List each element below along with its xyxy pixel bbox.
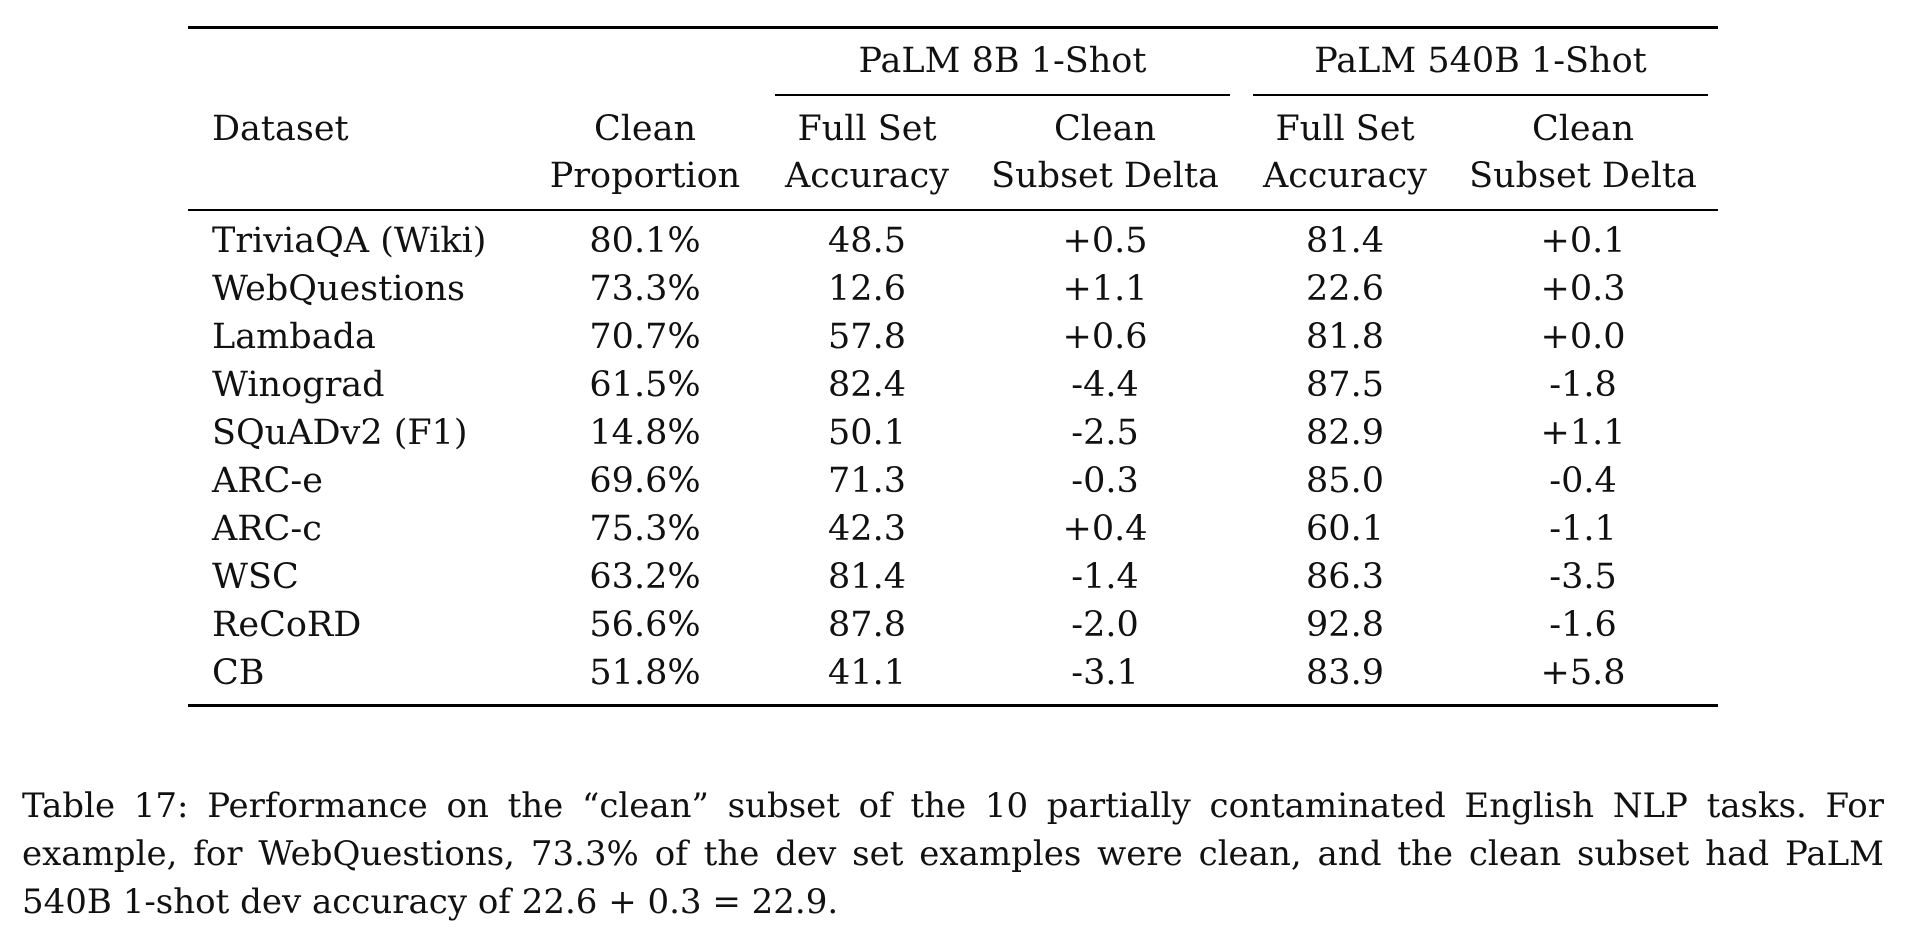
column-header-8b-clean-delta-line2: Subset Delta [991,156,1219,196]
table-cell-dataset: TriviaQA (Wiki) [212,221,487,261]
table-cell-8b-delta: +0.5 [1062,221,1148,261]
table-cell-540b-accuracy: 22.6 [1306,269,1384,309]
table-cell-8b-delta: -4.4 [1071,365,1139,405]
table-cell-540b-accuracy: 86.3 [1306,557,1384,597]
table-cell-clean-proportion: 69.6% [589,461,701,501]
table-cell-540b-delta: -0.4 [1549,461,1617,501]
table-cell-clean-proportion: 51.8% [589,653,701,693]
table-cell-540b-delta: +0.0 [1540,317,1626,357]
table-cell-clean-proportion: 80.1% [589,221,701,261]
table-cell-540b-delta: -1.6 [1549,605,1617,645]
column-header-dataset: Dataset [212,109,349,149]
group-rule-palm-540b [1253,94,1708,96]
table-cell-8b-accuracy: 42.3 [828,509,906,549]
table-cell-8b-delta: +0.4 [1062,509,1148,549]
table-cell-dataset: WebQuestions [212,269,465,309]
table-cell-dataset: SQuADv2 (F1) [212,413,468,453]
column-header-540b-clean-delta-line1: Clean [1531,109,1635,149]
table-cell-clean-proportion: 56.6% [589,605,701,645]
column-header-540b-full-set-line2: Accuracy [1263,156,1427,196]
table-cell-dataset: ARC-e [212,461,323,501]
table-cell-8b-accuracy: 50.1 [828,413,906,453]
table-cell-dataset: Lambada [212,317,376,357]
table-cell-540b-delta: +5.8 [1540,653,1626,693]
column-header-540b-full-set-line1: Full Set [1275,109,1415,149]
table-cell-dataset: ReCoRD [212,605,362,645]
column-header-clean-proportion-line1: Clean [593,109,697,149]
table-cell-8b-accuracy: 71.3 [828,461,906,501]
column-header-8b-clean-delta-line1: Clean [1053,109,1157,149]
table-cell-540b-delta: -1.8 [1549,365,1617,405]
table-cell-540b-delta: +0.1 [1540,221,1626,261]
table-cell-540b-accuracy: 92.8 [1306,605,1384,645]
table-cell-clean-proportion: 70.7% [589,317,701,357]
column-header-8b-full-set-line2: Accuracy [785,156,949,196]
table-cell-dataset: CB [212,653,265,693]
group-header-palm-8b: PaLM 8B 1-Shot [858,41,1147,81]
table-cell-8b-accuracy: 87.8 [828,605,906,645]
table-cell-clean-proportion: 61.5% [589,365,701,405]
table-cell-8b-accuracy: 81.4 [828,557,906,597]
table-cell-8b-accuracy: 82.4 [828,365,906,405]
table-cell-8b-delta: -1.4 [1071,557,1139,597]
table-cell-dataset: WSC [212,557,299,597]
table-cell-dataset: Winograd [212,365,385,405]
table-cell-dataset: ARC-c [212,509,322,549]
table-cell-540b-accuracy: 82.9 [1306,413,1384,453]
table-cell-540b-delta: -1.1 [1549,509,1617,549]
table-cell-8b-accuracy: 48.5 [828,221,906,261]
table-cell-540b-accuracy: 85.0 [1306,461,1384,501]
column-header-540b-clean-delta-line2: Subset Delta [1469,156,1697,196]
table-cell-540b-accuracy: 81.4 [1306,221,1384,261]
table-cell-540b-accuracy: 87.5 [1306,365,1384,405]
table-cell-540b-delta: +0.3 [1540,269,1626,309]
table-cell-clean-proportion: 75.3% [589,509,701,549]
table-cell-540b-accuracy: 60.1 [1306,509,1384,549]
table-cell-540b-delta: +1.1 [1540,413,1626,453]
table-cell-clean-proportion: 63.2% [589,557,701,597]
table-cell-8b-accuracy: 57.8 [828,317,906,357]
table-cell-8b-accuracy: 12.6 [828,269,906,309]
table-cell-8b-delta: -0.3 [1071,461,1139,501]
header-mid-rule [188,209,1718,211]
table-cell-8b-delta: -3.1 [1071,653,1139,693]
table-cell-540b-accuracy: 83.9 [1306,653,1384,693]
table-caption: Table 17: Performance on the “clean” sub… [22,786,1884,922]
table-cell-540b-accuracy: 81.8 [1306,317,1384,357]
table-cell-8b-accuracy: 41.1 [828,653,906,693]
table-cell-8b-delta: -2.0 [1071,605,1139,645]
group-rule-palm-8b [775,94,1230,96]
table-cell-clean-proportion: 73.3% [589,269,701,309]
column-header-clean-proportion-line2: Proportion [549,156,741,196]
table-top-rule [188,26,1718,29]
table-bottom-rule [188,704,1718,707]
table-cell-540b-delta: -3.5 [1549,557,1617,597]
table-cell-8b-delta: +0.6 [1062,317,1148,357]
table-cell-8b-delta: -2.5 [1071,413,1139,453]
column-header-8b-full-set-line1: Full Set [797,109,937,149]
table-cell-clean-proportion: 14.8% [589,413,701,453]
table-cell-8b-delta: +1.1 [1062,269,1148,309]
group-header-palm-540b: PaLM 540B 1-Shot [1314,41,1647,81]
